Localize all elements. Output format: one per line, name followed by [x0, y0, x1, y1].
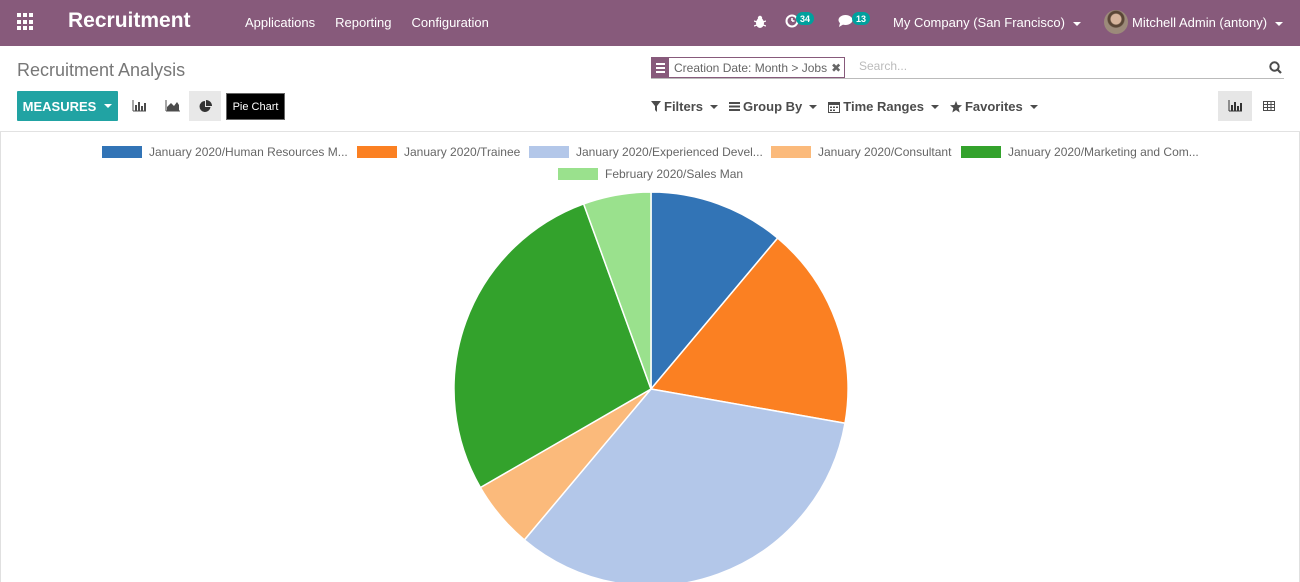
legend-swatch [102, 146, 142, 158]
chevron-down-icon [930, 104, 939, 109]
user-avatar[interactable] [1104, 10, 1128, 34]
star-icon [949, 100, 962, 112]
chevron-down-icon [104, 104, 113, 108]
line-chart-button[interactable] [156, 91, 188, 121]
facet-value: Creation Date: Month > Jobs [674, 60, 828, 75]
search-icon[interactable] [1269, 61, 1282, 74]
menu-configuration[interactable]: Configuration [411, 15, 489, 30]
messages-chat-icon[interactable] [838, 14, 853, 28]
pie-slice[interactable] [650, 191, 779, 392]
page-title: Recruitment Analysis [17, 60, 186, 80]
pie-slice[interactable] [649, 237, 849, 425]
search-facet[interactable]: Creation Date: Month > Jobs ✖ [651, 57, 846, 78]
close-icon[interactable]: ✖ [831, 60, 842, 75]
company-name: My Company (San Francisco) [893, 15, 1065, 30]
legend-item[interactable]: January 2020/Marketing and Com... [961, 145, 1199, 159]
pie-chart-icon [199, 99, 212, 112]
pie-slice[interactable] [582, 191, 652, 390]
favorites-dropdown[interactable]: Favorites [949, 99, 1038, 114]
legend-swatch [357, 146, 397, 158]
legend-item[interactable]: January 2020/Consultant [771, 145, 951, 159]
apps-menu-icon[interactable] [17, 13, 35, 31]
activity-count-badge: 34 [796, 12, 815, 25]
legend-swatch [961, 146, 1001, 158]
chevron-down-icon [1072, 21, 1081, 26]
user-name: Mitchell Admin (antony) [1132, 15, 1268, 30]
menu-reporting[interactable]: Reporting [335, 15, 392, 30]
bar-chart-button[interactable] [123, 91, 155, 121]
top-navbar: Recruitment Applications Reporting Confi… [0, 0, 1300, 46]
area-chart-icon [165, 100, 180, 112]
legend-label: February 2020/Sales Man [605, 167, 744, 181]
chevron-down-icon [1275, 21, 1284, 26]
legend-swatch [529, 146, 569, 158]
filter-icon [651, 101, 661, 112]
group-by-dropdown[interactable]: Group By [729, 99, 818, 114]
legend-label: January 2020/Human Resources M... [149, 145, 348, 159]
control-panel-divider [0, 131, 1300, 132]
filters-label: Filters [664, 99, 704, 114]
time-ranges-dropdown[interactable]: Time Ranges [828, 99, 939, 114]
content-left-border [0, 132, 1, 582]
search-bar: Creation Date: Month > Jobs ✖ [651, 57, 1284, 79]
list-icon [729, 102, 741, 111]
pivot-view-button[interactable] [1252, 91, 1286, 121]
menu-applications[interactable]: Applications [245, 15, 316, 30]
legend-item[interactable]: February 2020/Sales Man [558, 167, 743, 181]
app-title[interactable]: Recruitment [68, 9, 191, 32]
user-menu[interactable]: Mitchell Admin (antony) [1132, 15, 1284, 30]
legend-swatch [771, 146, 811, 158]
bar-chart-icon [1228, 100, 1242, 112]
group-by-list-icon [652, 58, 669, 77]
pie-chart-button[interactable] [189, 91, 221, 121]
message-count-badge: 13 [852, 12, 871, 25]
company-switcher[interactable]: My Company (San Francisco) [893, 15, 1081, 30]
legend-label: January 2020/Trainee [404, 145, 521, 159]
bar-chart-icon [132, 100, 146, 112]
time-ranges-label: Time Ranges [843, 99, 924, 114]
legend-item[interactable]: January 2020/Trainee [357, 145, 520, 159]
favorites-label: Favorites [964, 99, 1023, 114]
legend-label: January 2020/Marketing and Com... [1008, 145, 1199, 159]
search-input[interactable] [859, 59, 1259, 73]
chevron-down-icon [1029, 104, 1038, 109]
chevron-down-icon [710, 104, 719, 109]
legend-swatch [558, 168, 598, 180]
pie-slice[interactable] [523, 388, 846, 582]
debug-bug-icon[interactable] [754, 15, 766, 29]
measures-button[interactable]: MEASURES [17, 91, 118, 121]
legend-label: January 2020/Experienced Devel... [576, 145, 763, 159]
pie-chart-tooltip: Pie Chart [226, 93, 285, 120]
table-icon [1263, 101, 1275, 111]
main-menu: Applications Reporting Configuration [245, 15, 489, 30]
legend-item[interactable]: January 2020/Experienced Devel... [529, 145, 763, 159]
filters-dropdown[interactable]: Filters [651, 99, 719, 114]
search-options: Filters Group By Time Ranges Favorites [651, 99, 1049, 114]
calendar-icon [828, 101, 841, 113]
graph-view-button[interactable] [1218, 91, 1252, 121]
group-by-label: Group By [743, 99, 803, 114]
pie-slice[interactable] [453, 202, 652, 489]
legend-label: January 2020/Consultant [818, 145, 952, 159]
chevron-down-icon [809, 104, 818, 109]
legend-item[interactable]: January 2020/Human Resources M... [102, 145, 348, 159]
measures-label: MEASURES [22, 98, 97, 114]
